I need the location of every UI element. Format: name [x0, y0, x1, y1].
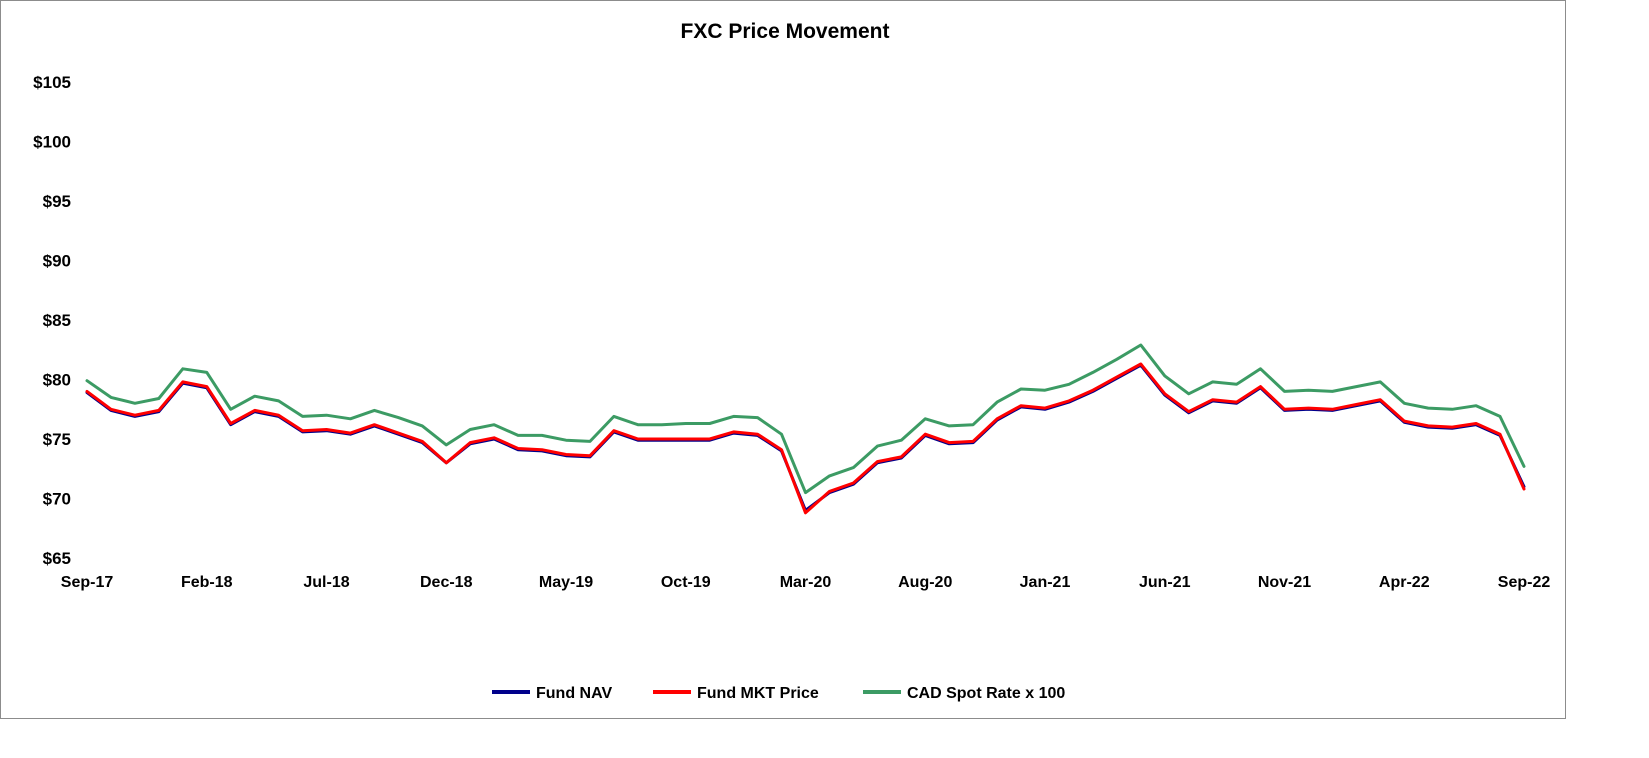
- chart-frame: FXC Price Movement $65 $70 $75 $80 $85 $90 $95…: [0, 0, 1566, 719]
- x-tick-label: Nov-21: [1258, 574, 1311, 591]
- y-tick-label: $100: [33, 133, 71, 152]
- chart-title: FXC Price Movement: [681, 20, 890, 43]
- series-lines: [85, 343, 1526, 515]
- series-line-fund-mkt-price: [85, 362, 1526, 515]
- y-tick-label: $90: [43, 252, 71, 271]
- x-tick-label: Jan-21: [1020, 574, 1071, 591]
- x-tick-label: Dec-18: [420, 574, 473, 591]
- y-tick-label: $80: [43, 371, 71, 390]
- y-tick-label: $70: [43, 490, 71, 509]
- y-tick-label: $75: [43, 430, 71, 449]
- legend-label: Fund MKT Price: [697, 685, 819, 702]
- x-tick-label: May-19: [539, 574, 593, 591]
- chart-canvas: FXC Price Movement $65 $70 $75 $80 $85 $90 $95…: [33, 20, 1551, 702]
- x-tick-label: Apr-22: [1379, 574, 1430, 591]
- x-tick-label: Aug-20: [898, 574, 952, 591]
- y-axis-ticks: $65 $70 $75 $80 $85 $90 $95 $100 $105: [33, 73, 71, 568]
- legend: Fund NAV Fund MKT Price CAD Spot Rate x 10…: [492, 685, 1065, 702]
- y-tick-label: $105: [33, 73, 71, 92]
- series-line-cad-spot-rate-x-100: [85, 343, 1526, 495]
- y-tick-label: $65: [43, 549, 71, 568]
- x-tick-label: Mar-20: [780, 574, 832, 591]
- x-tick-label: Oct-19: [661, 574, 711, 591]
- y-tick-label: $85: [43, 311, 71, 330]
- x-axis-ticks: Sep-17 Feb-18 Jul-18 Dec-18 May-19 Oct-19 Mar-…: [61, 574, 1551, 591]
- x-tick-label: Feb-18: [181, 574, 233, 591]
- x-tick-label: Jul-18: [303, 574, 349, 591]
- series-line-fund-nav: [85, 363, 1526, 512]
- legend-label: CAD Spot Rate x 100: [907, 685, 1065, 702]
- y-tick-label: $95: [43, 192, 71, 211]
- legend-label: Fund NAV: [536, 685, 612, 702]
- x-tick-label: Sep-17: [61, 574, 114, 591]
- x-tick-label: Sep-22: [1498, 574, 1551, 591]
- x-tick-label: Jun-21: [1139, 574, 1191, 591]
